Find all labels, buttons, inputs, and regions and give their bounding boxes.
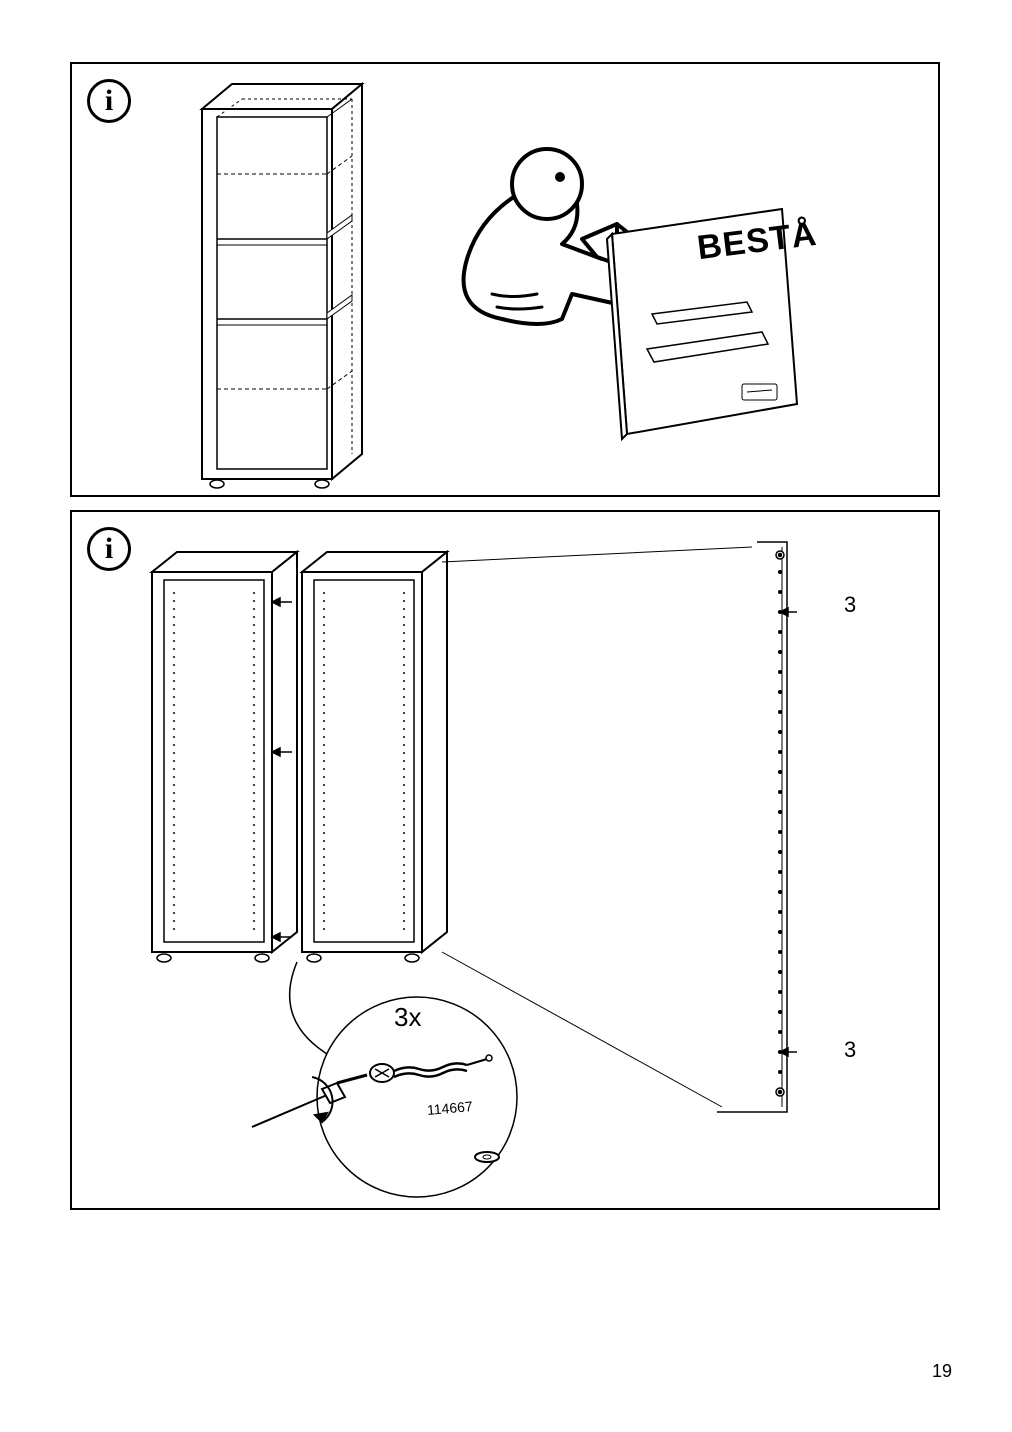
panel-bottom: i [70,510,940,1210]
hole-count-top: 3 [844,592,856,618]
info-symbol: i [105,84,113,118]
info-icon: i [87,79,131,123]
bookshelf-diagram [192,59,422,499]
page-number: 19 [932,1361,952,1382]
panel-top: i [70,62,940,497]
hole-detail-diagram [667,537,847,1127]
screw-callout [237,987,547,1207]
hole-count-bottom: 3 [844,1037,856,1063]
screw-count-label: 3x [394,1002,421,1033]
